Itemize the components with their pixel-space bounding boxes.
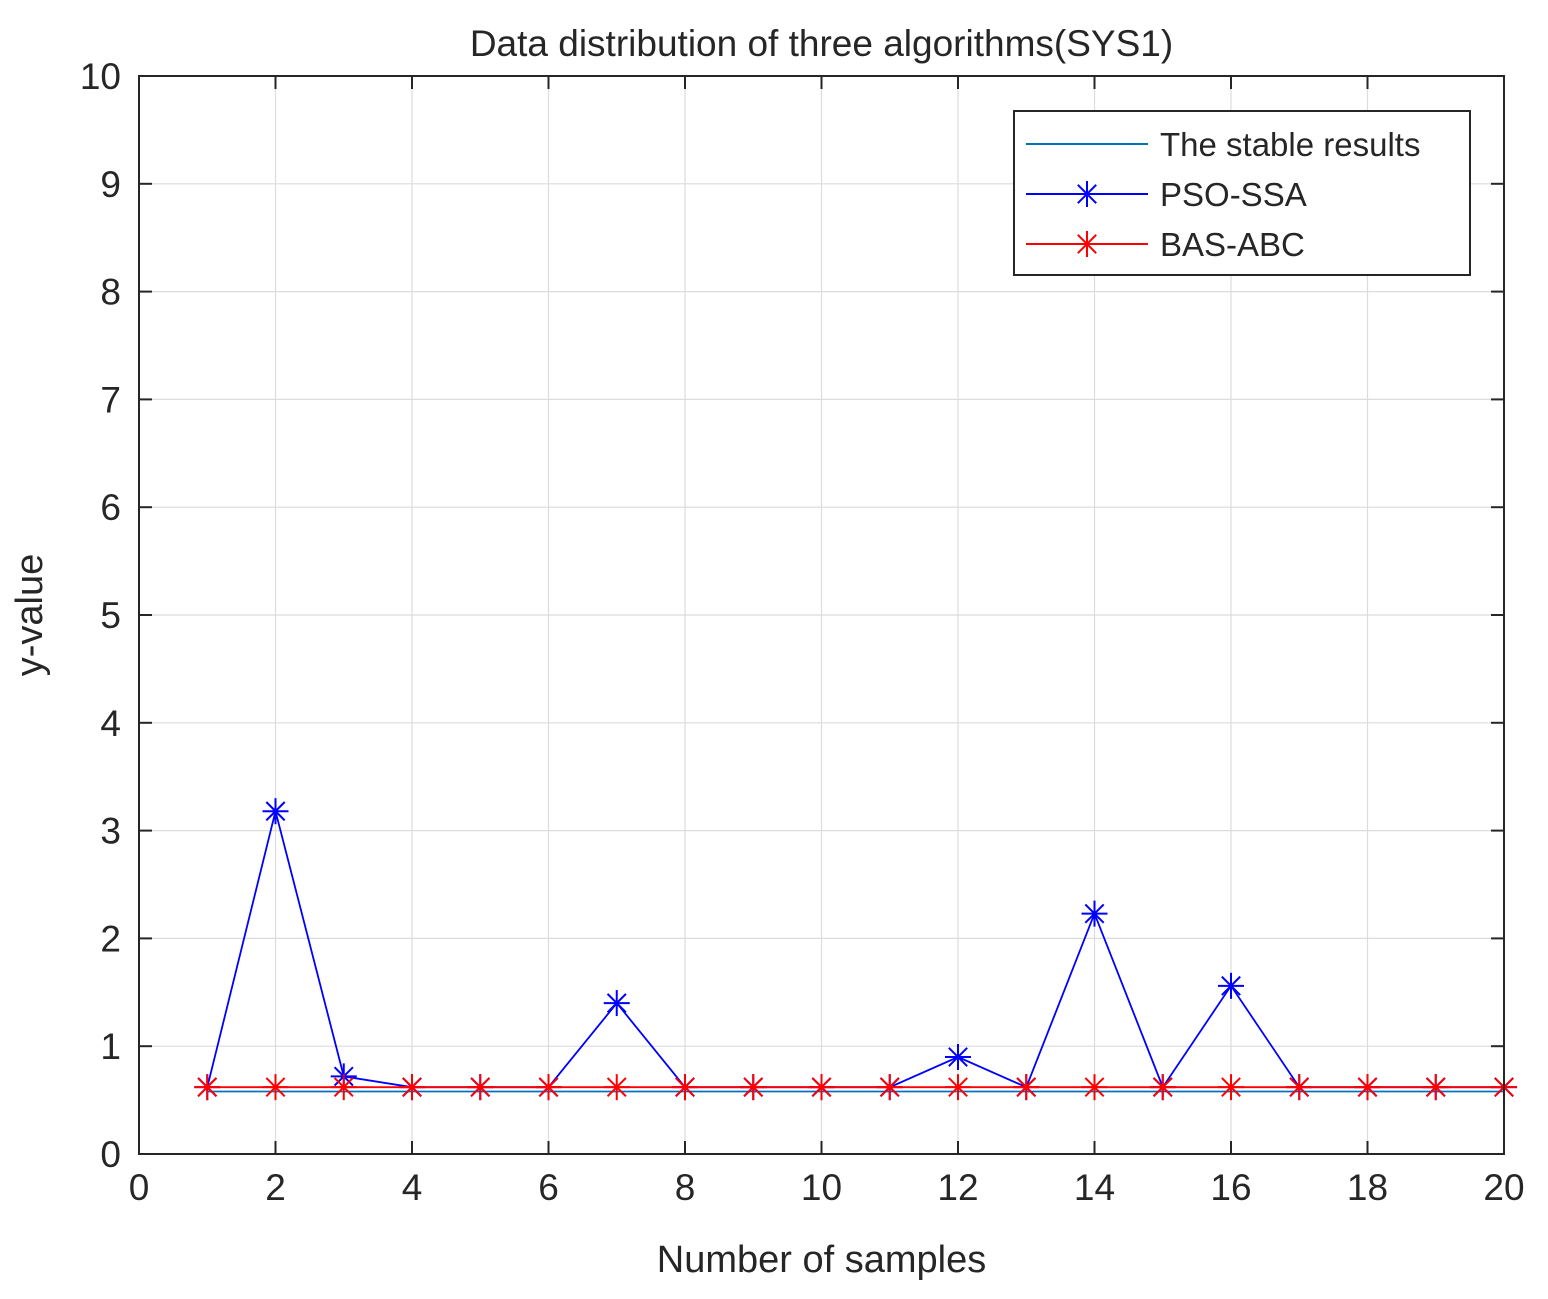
series-2-point xyxy=(672,1074,698,1101)
y-tick-label: 1 xyxy=(100,1026,121,1067)
x-tick-label: 18 xyxy=(1347,1167,1388,1208)
y-tick-label: 9 xyxy=(100,164,121,205)
series-2-point xyxy=(1149,1074,1176,1101)
y-tick-label: 2 xyxy=(100,918,121,959)
series-1-point xyxy=(945,1043,971,1070)
series-2-point xyxy=(603,1074,630,1101)
series-2-point xyxy=(1013,1074,1040,1101)
series-1-point xyxy=(603,990,630,1017)
legend-swatch-marker xyxy=(1074,231,1100,257)
x-tick-label: 20 xyxy=(1483,1167,1524,1208)
chart-title: Data distribution of three algorithms(SY… xyxy=(470,23,1173,64)
series-2-point xyxy=(194,1074,221,1101)
x-tick-label: 8 xyxy=(675,1167,696,1208)
x-tick-label: 0 xyxy=(129,1167,150,1208)
series-1-point xyxy=(1081,900,1108,927)
series-1-point xyxy=(262,798,289,825)
y-tick-label: 8 xyxy=(100,272,121,313)
x-tick-label: 16 xyxy=(1210,1167,1251,1208)
y-axis-label: y-value xyxy=(9,554,51,677)
legend: The stable results PSO-SSA BAS-ABC xyxy=(1013,110,1471,276)
x-tick-label: 10 xyxy=(801,1167,842,1208)
y-tick-label: 0 xyxy=(100,1134,121,1175)
y-tick-label: 7 xyxy=(100,379,121,420)
series-2-point xyxy=(399,1074,425,1101)
series-2-point xyxy=(1286,1074,1313,1101)
series-2-point xyxy=(945,1074,971,1101)
series-2-point xyxy=(262,1074,289,1101)
series-2-point xyxy=(1081,1074,1108,1101)
series-2-point xyxy=(1354,1074,1381,1101)
series-2-point xyxy=(876,1074,903,1101)
x-tick-label: 2 xyxy=(265,1167,286,1208)
y-tick-label: 3 xyxy=(100,811,121,852)
series-1-point xyxy=(1218,972,1244,999)
series-2-point xyxy=(330,1074,357,1101)
x-axis-label: Number of samples xyxy=(657,1239,986,1281)
series-2-point xyxy=(1218,1074,1244,1101)
series-2-point xyxy=(535,1074,562,1101)
x-tick-label: 4 xyxy=(402,1167,423,1208)
series-layer xyxy=(194,798,1517,1101)
legend-swatch-marker xyxy=(1074,181,1100,207)
y-tick-label: 5 xyxy=(100,595,121,636)
legend-label: PSO-SSA xyxy=(1160,176,1307,213)
y-tick-label: 4 xyxy=(100,703,121,744)
series-2-point xyxy=(808,1074,835,1101)
x-tick-label: 6 xyxy=(538,1167,559,1208)
series-2-point xyxy=(740,1074,767,1101)
x-tick-label: 12 xyxy=(937,1167,978,1208)
x-tick-label: 14 xyxy=(1074,1167,1115,1208)
series-2-point xyxy=(467,1074,494,1101)
y-tick-label: 10 xyxy=(80,56,121,97)
series-2-point xyxy=(1422,1074,1449,1101)
legend-label: The stable results xyxy=(1160,126,1420,163)
legend-label: BAS-ABC xyxy=(1160,226,1305,263)
y-tick-label: 6 xyxy=(100,487,121,528)
